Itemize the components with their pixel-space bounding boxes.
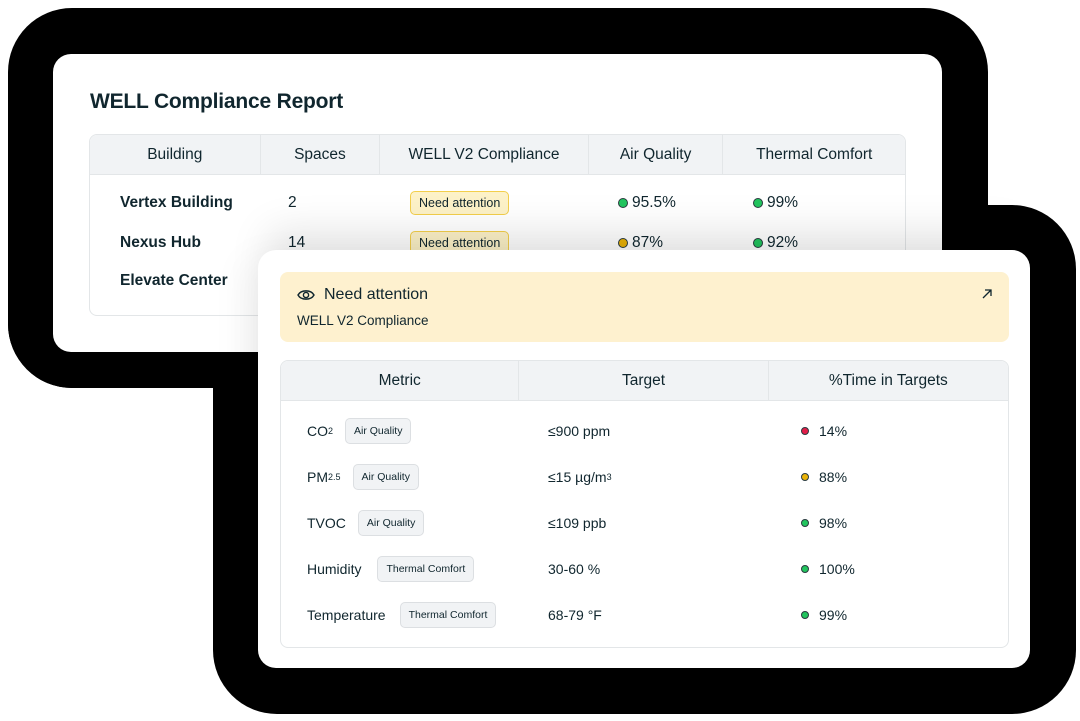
- status-dot-green: [801, 519, 809, 527]
- column-header-time-in-targets[interactable]: %Time in Targets: [828, 371, 948, 389]
- table-row[interactable]: PM 2.5 Air Quality ≤15 µg/m 3 88%: [281, 457, 1008, 497]
- compliance-badge[interactable]: Need attention: [410, 191, 510, 215]
- eye-icon: [297, 290, 315, 300]
- target-value: ≤900 ppm: [548, 423, 611, 439]
- table-header: Building Spaces WELL V2 Compliance Air Q…: [90, 135, 905, 175]
- status-dot-green: [753, 238, 763, 248]
- thermal-comfort-value: 92%: [767, 234, 799, 251]
- table-header: Metric Target %Time in Targets: [281, 361, 1008, 401]
- status-dot-green: [801, 565, 809, 573]
- metric-name: PM: [307, 469, 328, 485]
- banner-subtitle: WELL V2 Compliance: [297, 313, 429, 328]
- table-row[interactable]: Humidity Thermal Comfort 30-60 % 100%: [281, 549, 1008, 589]
- column-header-air-quality[interactable]: Air Quality: [589, 135, 724, 174]
- building-name: Elevate Center: [120, 272, 228, 289]
- column-header-target[interactable]: Target: [519, 361, 769, 400]
- spaces-count: 14: [288, 234, 306, 251]
- column-header-building[interactable]: Building: [90, 135, 261, 174]
- table-row[interactable]: Vertex Building 2 Need attention 95.5% 9…: [90, 183, 905, 223]
- time-in-target-value: 100%: [819, 561, 855, 577]
- status-dot-green: [618, 198, 628, 208]
- status-dot-amber: [618, 238, 628, 248]
- status-dot-amber: [801, 473, 809, 481]
- category-tag: Thermal Comfort: [377, 556, 475, 582]
- metric-subscript: 2: [328, 426, 334, 436]
- column-header-spaces[interactable]: Spaces: [261, 135, 381, 174]
- column-header-metric[interactable]: Metric: [281, 361, 520, 400]
- status-dot-red: [801, 427, 809, 435]
- target-value: 30-60 %: [548, 561, 601, 577]
- arrow-up-right-icon[interactable]: [981, 288, 993, 300]
- metrics-table: Metric Target %Time in Targets CO 2 Air Qu…: [280, 360, 1009, 648]
- category-tag: Air Quality: [357, 510, 425, 536]
- category-tag: Thermal Comfort: [399, 602, 497, 628]
- target-value: 68-79 °F: [548, 607, 602, 623]
- thermal-comfort-value: 99%: [767, 194, 799, 211]
- banner-title: Need attention: [324, 286, 429, 303]
- status-dot-green: [753, 198, 763, 208]
- column-header-compliance[interactable]: WELL V2 Compliance: [380, 135, 589, 174]
- target-value: ≤15 µg/m: [548, 469, 607, 485]
- air-quality-value: 95.5%: [632, 194, 676, 211]
- table-row[interactable]: Elevate Center: [90, 261, 905, 301]
- building-name: Vertex Building: [120, 194, 233, 211]
- status-dot-green: [801, 611, 809, 619]
- time-in-target-value: 98%: [819, 515, 848, 531]
- attention-detail-card: Need attention WELL V2 Compliance Metric…: [258, 250, 1030, 668]
- building-name: Nexus Hub: [120, 234, 201, 251]
- table-row[interactable]: TVOC Air Quality ≤109 ppb 98%: [281, 503, 1008, 543]
- table-row[interactable]: Temperature Thermal Comfort 68-79 °F 99%: [281, 595, 1008, 635]
- target-value: ≤109 ppb: [548, 515, 607, 531]
- backdrop-cutout: [8, 388, 213, 718]
- attention-banner[interactable]: Need attention WELL V2 Compliance: [280, 272, 1009, 342]
- target-superscript: 3: [606, 472, 612, 482]
- metric-name: Temperature: [307, 607, 386, 623]
- time-in-target-value: 88%: [819, 469, 848, 485]
- category-tag: Air Quality: [345, 418, 412, 444]
- metric-name: CO: [307, 423, 328, 439]
- metric-name: TVOC: [307, 515, 346, 531]
- air-quality-value: 87%: [632, 234, 664, 251]
- spaces-count: 2: [288, 194, 297, 211]
- metric-name: Humidity: [307, 561, 362, 577]
- time-in-target-value: 99%: [819, 607, 848, 623]
- column-header-thermal-comfort[interactable]: Thermal Comfort: [756, 145, 873, 163]
- category-tag: Air Quality: [352, 464, 419, 490]
- time-in-target-value: 14%: [819, 423, 848, 439]
- metric-subscript: 2.5: [328, 472, 341, 482]
- table-row[interactable]: CO 2 Air Quality ≤900 ppm 14%: [281, 411, 1008, 451]
- report-title: WELL Compliance Report: [90, 90, 344, 113]
